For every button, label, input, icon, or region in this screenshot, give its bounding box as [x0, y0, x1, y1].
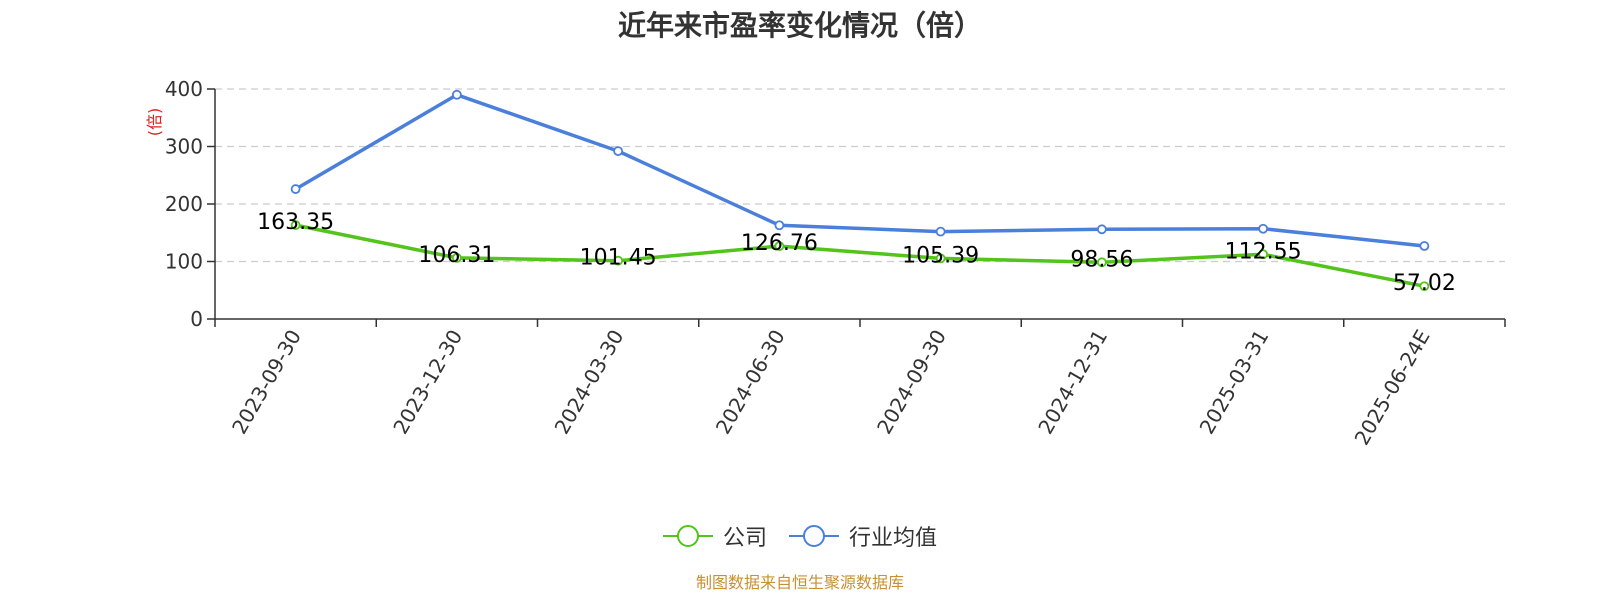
x-tick-label: 2023-09-30	[227, 326, 306, 439]
point-company	[451, 252, 462, 263]
point-industry	[774, 220, 785, 231]
legend-company-label: 公司	[722, 526, 767, 551]
point-industry	[290, 184, 301, 194]
point-company	[1096, 257, 1107, 268]
data-label-company: 98.56	[1070, 247, 1133, 272]
data-label-company: 112.55	[1225, 239, 1302, 264]
chart-title: 近年来市盈率变化情况（倍）	[617, 9, 982, 42]
data-label-company: 126.76	[741, 231, 818, 256]
point-company	[1258, 249, 1269, 260]
point-industry	[1419, 241, 1430, 251]
x-tick-label: 2024-12-31	[1033, 326, 1112, 439]
data-label-company: 106.31	[418, 243, 495, 268]
point-company	[935, 253, 946, 264]
x-tick-label: 2025-03-31	[1195, 326, 1274, 439]
y-tick-label: 400	[165, 77, 203, 101]
point-company	[613, 255, 624, 266]
y-axis-label: (倍)	[145, 108, 164, 137]
data-source-note: 制图数据来自恒生聚源数据库	[695, 573, 904, 592]
legend-industry-label: 行业均值	[849, 526, 938, 551]
series-line-company	[295, 223, 1425, 288]
data-label-company: 101.45	[580, 246, 657, 271]
x-tick-label: 2023-12-30	[388, 326, 467, 439]
x-tick-label: 2024-03-30	[550, 326, 629, 439]
legend: 公司 行业均值	[0, 520, 1600, 552]
point-company	[774, 241, 785, 252]
x-tick-label: 2025-06-24E	[1349, 326, 1434, 450]
legend-company-line-marker-icon	[662, 525, 713, 547]
y-tick-label: 300	[165, 135, 203, 159]
y-tick-label: 0	[190, 307, 203, 331]
legend-item-industry[interactable]: 行业均值	[789, 520, 937, 552]
data-label-company: 163.35	[257, 210, 334, 235]
data-label-company: 105.39	[902, 243, 979, 268]
legend-industry-line-marker-icon	[789, 525, 839, 547]
point-industry	[451, 89, 462, 100]
point-industry	[935, 226, 946, 237]
data-label-company: 57.02	[1393, 271, 1456, 296]
point-company	[1419, 281, 1430, 292]
point-industry	[613, 146, 624, 157]
legend-item-company[interactable]: 公司	[662, 520, 767, 552]
x-tick-label: 2024-09-30	[872, 326, 951, 439]
y-tick-label: 100	[165, 250, 203, 274]
series-line-industry	[294, 93, 1425, 248]
point-industry	[1258, 223, 1269, 234]
point-company	[290, 220, 301, 230]
x-tick-label: 2024-06-30	[711, 326, 790, 439]
point-industry	[1096, 224, 1107, 235]
y-tick-label: 200	[165, 192, 203, 216]
